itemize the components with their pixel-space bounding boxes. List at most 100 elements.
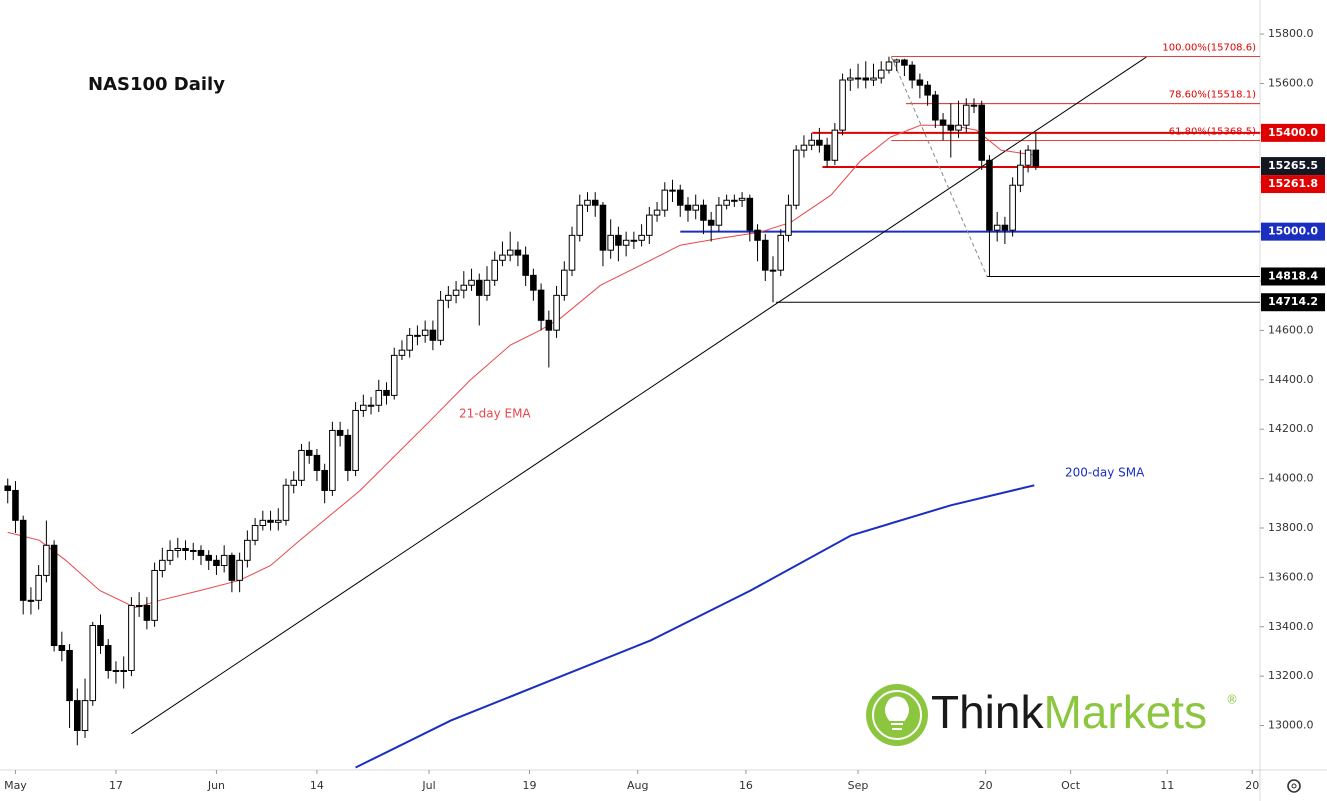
candle-body [1032, 149, 1040, 167]
candle-body [877, 69, 885, 79]
settings-icon[interactable] [1287, 779, 1301, 793]
price-tag [1261, 175, 1325, 194]
fib-label: 100.00%(15708.6) [1162, 43, 1256, 54]
logo: ThinkMarkets ® [866, 684, 1238, 746]
candle-body [244, 539, 251, 561]
candle-body [785, 204, 792, 236]
x-tick-label: 17 [109, 779, 123, 792]
x-tick-label: Aug [627, 779, 648, 792]
candle-body [870, 77, 877, 81]
candle-body [213, 559, 220, 567]
candle-body [993, 224, 1001, 231]
candle-body [908, 64, 916, 81]
candle-body [174, 547, 182, 551]
y-tick-label: 13200.0 [1268, 669, 1314, 682]
candle-body [298, 449, 305, 481]
candle-body [74, 700, 81, 731]
candle-body [746, 197, 754, 231]
x-tick-label: 20 [979, 779, 993, 792]
candle-body [414, 334, 421, 337]
candle-body [692, 204, 699, 211]
candle-body [924, 84, 931, 96]
x-tick-label: Oct [1061, 779, 1081, 792]
price-tag [1261, 222, 1325, 241]
logo-registered: ® [1226, 693, 1238, 707]
candle-body [622, 239, 630, 246]
price-tag [1261, 123, 1325, 142]
price-tag-label: 14714.2 [1268, 295, 1318, 308]
candle-body [445, 294, 452, 301]
candle-body [452, 289, 460, 296]
candle-body [630, 239, 638, 242]
candle-body [66, 649, 73, 702]
candle-body [932, 94, 939, 121]
candle-body [576, 204, 584, 236]
candle-body [561, 269, 568, 296]
candle-body [120, 669, 127, 672]
candle-body [390, 354, 398, 396]
candle-body [267, 519, 274, 523]
candle-body [522, 254, 529, 276]
candle-body [104, 645, 112, 671]
candle-body [220, 554, 228, 567]
candle-body [189, 549, 197, 552]
candle-body [321, 469, 328, 491]
candle-body [761, 239, 769, 271]
candle-body [12, 489, 19, 521]
candle-body [823, 144, 831, 161]
candle-body [1009, 184, 1016, 231]
y-tick-label: 13400.0 [1268, 620, 1314, 633]
candle-body [916, 79, 924, 86]
candle-body [352, 409, 359, 471]
logo-ring [872, 690, 922, 740]
candle-body [862, 77, 870, 81]
x-tick-label: 20 [1245, 779, 1259, 792]
candle-body [568, 234, 576, 271]
candle-body [591, 199, 599, 206]
candle-body [970, 104, 978, 107]
candle-body [792, 149, 800, 206]
candle-body [282, 484, 290, 521]
candle-body [847, 77, 854, 81]
candle-body [128, 605, 135, 671]
gear[interactable] [1287, 779, 1301, 793]
x-tick-label: May [4, 779, 27, 792]
candle-body [421, 329, 429, 336]
x-tick-label: Jun [207, 779, 225, 792]
candle-body [251, 525, 259, 541]
x-tick-label: 19 [523, 779, 537, 792]
candle-body [112, 669, 120, 672]
candle-body [205, 554, 212, 561]
candle-body [669, 189, 676, 192]
candle-body [638, 234, 645, 241]
candle-body [290, 479, 298, 486]
chart-title: NAS100 Daily [88, 74, 225, 95]
candle-body [313, 454, 321, 471]
candle-body [800, 144, 808, 151]
y-tick-label: 14000.0 [1268, 472, 1314, 485]
price-tag [1261, 267, 1325, 286]
gear-hub [1291, 783, 1297, 789]
candle-body [166, 549, 174, 561]
candle-body [228, 554, 236, 581]
candle-body [545, 319, 553, 331]
fib-swing-line [890, 56, 988, 277]
candle-body [499, 254, 506, 261]
trendline [131, 56, 1147, 735]
candle-body [1024, 149, 1032, 166]
price-tag-label: 15265.5 [1268, 159, 1318, 172]
candle-body [367, 404, 375, 407]
candle-body [483, 279, 491, 296]
candle-body [329, 429, 336, 491]
candle-body [885, 61, 893, 71]
candle-body [383, 389, 390, 396]
candle-body [4, 485, 12, 491]
sma-label: 200-day SMA [1065, 466, 1145, 480]
candle-body [475, 279, 483, 296]
candle-body [599, 204, 607, 251]
logo-markets: Markets [1043, 686, 1207, 738]
candle-body [27, 599, 35, 602]
candle-body [375, 389, 383, 406]
candle-body [839, 79, 846, 131]
